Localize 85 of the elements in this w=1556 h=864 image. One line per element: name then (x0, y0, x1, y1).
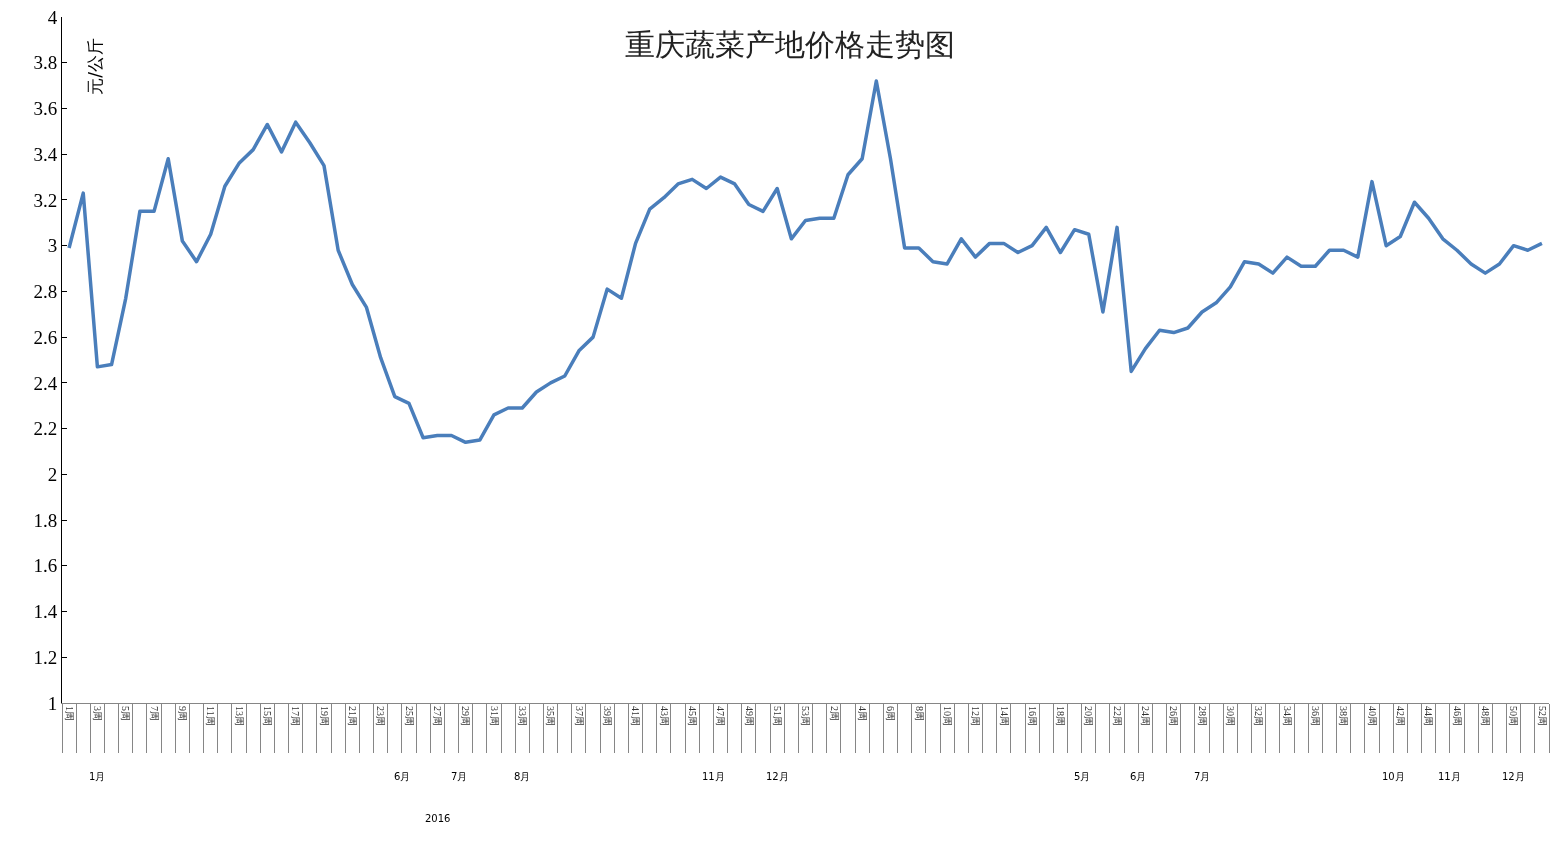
text: 7月 (1194, 771, 1211, 782)
x-tick-label: 23周 (375, 706, 387, 726)
y-axis-title: 元/公斤 (85, 38, 106, 95)
y-tick-label: 2.2 (33, 418, 58, 440)
y-tick-label: 1 (47, 692, 58, 714)
text: 6月 (394, 771, 411, 782)
text: 6月 (1130, 771, 1147, 782)
x-tick-label: 21周 (347, 706, 359, 726)
text: 1月 (89, 771, 106, 782)
y-tick-label: 2.6 (33, 326, 58, 348)
text: 8月 (514, 771, 531, 782)
x-tick-label: 49周 (743, 706, 755, 726)
x-tick-label: 37周 (573, 706, 585, 726)
line-series (67, 79, 1544, 445)
x-tick-label: 45周 (686, 706, 698, 726)
y-tick-label: 2.4 (33, 372, 58, 394)
x-tick-label: 32周 (1253, 706, 1265, 726)
x-tick-label: 35周 (545, 706, 557, 726)
y-tick-label: 1.2 (33, 646, 58, 668)
y-tick-label: 3.8 (33, 52, 58, 74)
x-tick-label: 9周 (177, 706, 189, 721)
x-tick-label: 25周 (403, 706, 415, 726)
text: 7月 (451, 771, 468, 782)
y-tick-label: 3.4 (33, 143, 58, 165)
x-tick-label: 11周 (205, 706, 217, 726)
x-tick-label: 7周 (148, 706, 160, 721)
x-tick-label: 33周 (517, 706, 529, 726)
x-tick-label: 2周 (828, 706, 840, 721)
x-tick-label: 24周 (1140, 706, 1152, 726)
x-tick-label: 13周 (233, 706, 245, 726)
y-tick-label: 1.8 (33, 509, 58, 531)
x-tick-label: 14周 (998, 706, 1010, 726)
x-tick-label: 22周 (1111, 706, 1123, 726)
x-tick-label: 8周 (913, 706, 925, 721)
x-tick-label: 27周 (432, 706, 444, 726)
y-tick-label: 2 (47, 463, 58, 485)
y-tick-label: 3 (47, 235, 58, 257)
x-tick-label: 30周 (1225, 706, 1237, 726)
x-tick-label: 15周 (262, 706, 274, 726)
x-tick-label: 18周 (1055, 706, 1067, 726)
x-tick-label: 28周 (1196, 706, 1208, 726)
x-tick-label: 53周 (800, 706, 812, 726)
x-tick-label: 36周 (1310, 706, 1322, 726)
y-tick-label: 2.8 (33, 281, 58, 303)
x-tick-label: 47周 (715, 706, 727, 726)
x-tick-label: 5周 (120, 706, 132, 721)
y-tick-label: 3.6 (33, 98, 58, 120)
x-tick-label: 40周 (1366, 706, 1378, 726)
x-tick-label: 48周 (1480, 706, 1492, 726)
text: 10月 (1382, 771, 1405, 782)
x-tick-label: 42周 (1395, 706, 1407, 726)
x-tick-label: 50周 (1508, 706, 1520, 726)
x-tick-label: 4周 (856, 706, 868, 721)
text: 2016 (425, 813, 451, 824)
x-tick-label: 12周 (970, 706, 982, 726)
x-tick-label: 39周 (601, 706, 613, 726)
text: 12月 (1502, 771, 1525, 782)
y-tick-label: 1.6 (33, 555, 58, 577)
y-tick-label: 4 (47, 6, 58, 28)
text: 5月 (1074, 771, 1091, 782)
x-tick-label: 38周 (1338, 706, 1350, 726)
x-tick-label: 1周 (63, 706, 75, 721)
x-tick-label: 20周 (1083, 706, 1095, 726)
x-tick-label: 16周 (1026, 706, 1038, 726)
x-tick-label: 44周 (1423, 706, 1435, 726)
x-tick-label: 51周 (771, 706, 783, 726)
x-tick-label: 31周 (488, 706, 500, 726)
chart-title: 重庆蔬菜产地价格走势图 (625, 27, 955, 61)
x-tick-label: 52周 (1536, 706, 1548, 726)
x-tick-label: 41周 (630, 706, 642, 726)
x-tick-label: 17周 (290, 706, 302, 726)
x-tick-label: 10周 (941, 706, 953, 726)
text: 11月 (702, 771, 725, 782)
x-tick-label: 3周 (92, 706, 104, 721)
x-tick-label: 19周 (318, 706, 330, 726)
text: 11月 (1438, 771, 1461, 782)
x-tick-label: 29周 (460, 706, 472, 726)
y-tick-label: 1.4 (33, 601, 58, 623)
y-tick-label: 3.2 (33, 189, 58, 211)
x-tick-label: 46周 (1451, 706, 1463, 726)
x-tick-label: 34周 (1281, 706, 1293, 726)
x-tick-label: 6周 (885, 706, 897, 721)
x-tick-label: 43周 (658, 706, 670, 726)
x-tick-label: 26周 (1168, 706, 1180, 726)
text: 12月 (766, 771, 789, 782)
